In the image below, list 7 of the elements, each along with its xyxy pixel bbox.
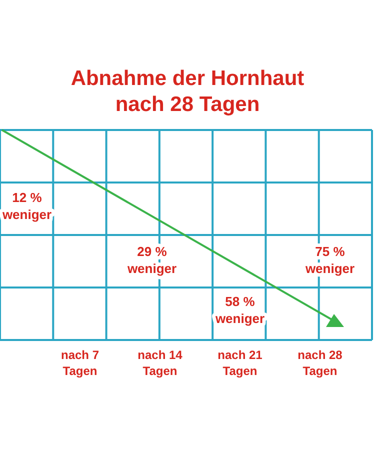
category-label: nach 21 Tagen [218, 348, 263, 378]
text: Abnahme der Hornhaut nach 28 Tagen [70, 67, 304, 116]
category-label: nach 14 Tagen [138, 348, 183, 378]
data-label: 58 % weniger [214, 294, 265, 326]
category-label: nach 7 Tagen [60, 348, 100, 378]
category-label: nach 28 Tagen [298, 348, 343, 378]
data-label: 12 % weniger [1, 190, 52, 222]
